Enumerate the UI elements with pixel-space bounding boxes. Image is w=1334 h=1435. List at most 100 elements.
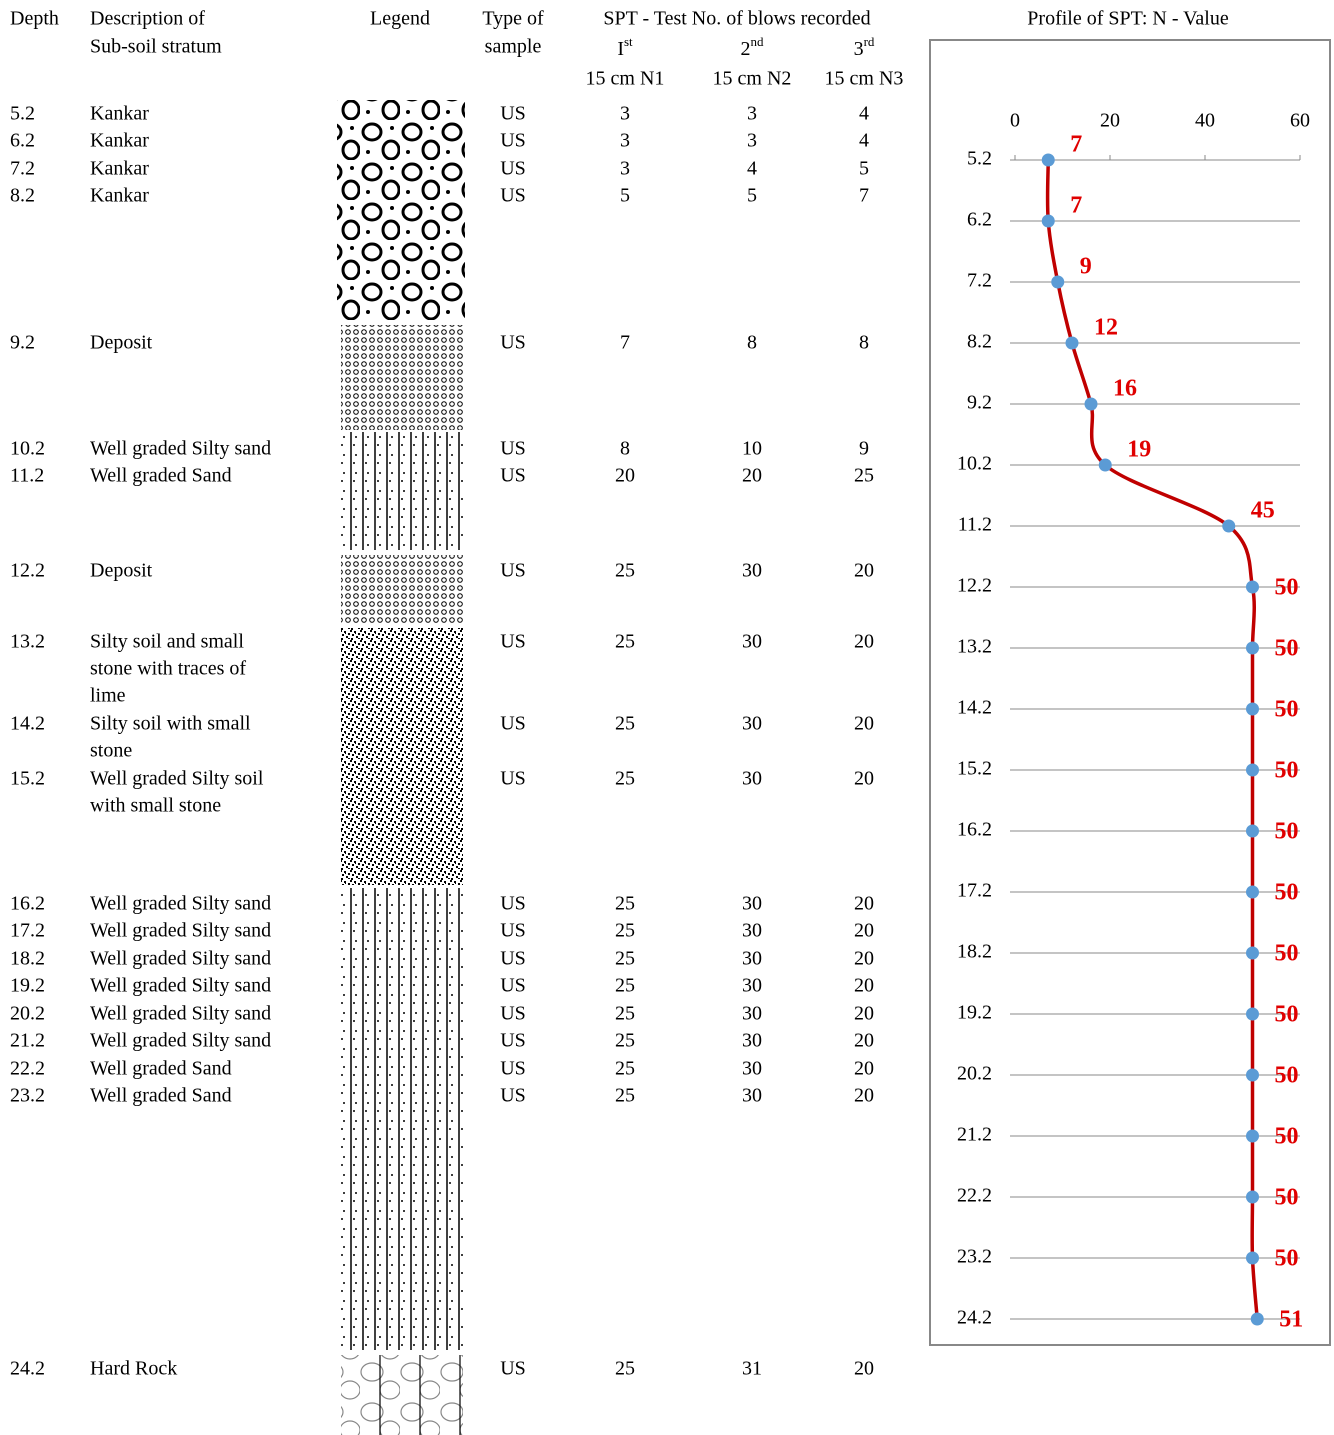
depth: 16.2 <box>10 893 45 915</box>
description: Silty soil and small <box>90 631 244 653</box>
description: Well graded Silty sand <box>90 1030 271 1052</box>
y-tick-label: 24.2 <box>957 1307 992 1329</box>
data-point <box>1246 1069 1259 1082</box>
blow-count: 4 <box>747 158 757 180</box>
description: Silty soil with small <box>90 713 251 735</box>
depth: 20.2 <box>10 1003 45 1025</box>
depth: 23.2 <box>10 1085 45 1107</box>
description: Well graded Silty sand <box>90 948 271 970</box>
blow-count: 25 <box>615 1358 635 1380</box>
data-label: 50 <box>1275 1124 1299 1150</box>
blow-count: 25 <box>615 768 635 790</box>
x-tick-label: 20 <box>1100 110 1120 132</box>
header-spt: SPT - Test No. of blows recorded <box>603 8 870 30</box>
blow-count: 20 <box>615 465 635 487</box>
depth: 17.2 <box>10 920 45 942</box>
data-point <box>1066 337 1079 350</box>
y-tick-label: 19.2 <box>957 1002 992 1024</box>
description: stone with traces of <box>90 658 246 680</box>
data-point <box>1246 1008 1259 1021</box>
y-tick-label: 10.2 <box>957 453 992 475</box>
header-ordinal: 3rd <box>854 34 875 60</box>
sample-type: US <box>500 332 526 354</box>
y-tick-label: 17.2 <box>957 880 992 902</box>
y-tick-label: 14.2 <box>957 697 992 719</box>
data-point <box>1051 276 1064 289</box>
sample-type: US <box>500 1358 526 1380</box>
header-sample: sample <box>485 36 542 58</box>
depth: 22.2 <box>10 1058 45 1080</box>
blow-count: 4 <box>859 130 869 152</box>
depth: 24.2 <box>10 1358 45 1380</box>
data-label: 50 <box>1275 697 1299 723</box>
data-point <box>1246 1252 1259 1265</box>
header-blow-label: 15 cm N1 <box>586 68 665 90</box>
legend-sand <box>341 432 463 550</box>
sample-type: US <box>500 948 526 970</box>
sample-type: US <box>500 713 526 735</box>
data-label: 50 <box>1275 1063 1299 1089</box>
blow-count: 5 <box>747 185 757 207</box>
chart-title: Profile of SPT: N - Value <box>1027 8 1229 30</box>
y-tick-label: 20.2 <box>957 1063 992 1085</box>
blow-count: 7 <box>859 185 869 207</box>
data-point <box>1251 1313 1264 1326</box>
description: Kankar <box>90 158 149 180</box>
y-tick-label: 16.2 <box>957 819 992 841</box>
depth: 12.2 <box>10 560 45 582</box>
y-tick-label: 12.2 <box>957 575 992 597</box>
depth: 14.2 <box>10 713 45 735</box>
blow-count: 3 <box>620 103 630 125</box>
data-point <box>1246 764 1259 777</box>
description: lime <box>90 685 126 707</box>
depth: 10.2 <box>10 438 45 460</box>
legend-deposit <box>341 555 463 625</box>
blow-count: 8 <box>859 332 869 354</box>
depth: 7.2 <box>10 158 35 180</box>
blow-count: 30 <box>742 893 762 915</box>
blow-count: 30 <box>742 948 762 970</box>
blow-count: 30 <box>742 1003 762 1025</box>
data-point <box>1042 154 1055 167</box>
depth: 18.2 <box>10 948 45 970</box>
description: Well graded Sand <box>90 1058 232 1080</box>
x-tick-label: 0 <box>1010 110 1020 132</box>
depth: 11.2 <box>10 465 44 487</box>
data-label: 7 <box>1070 132 1082 158</box>
blow-count: 25 <box>615 1058 635 1080</box>
description: Deposit <box>90 332 153 354</box>
depth: 9.2 <box>10 332 35 354</box>
header-description: Description of <box>90 8 205 30</box>
data-label: 50 <box>1275 575 1299 601</box>
description: with small stone <box>90 795 221 817</box>
blow-count: 25 <box>615 948 635 970</box>
blow-count: 3 <box>747 130 757 152</box>
description: stone <box>90 740 132 762</box>
blow-count: 20 <box>854 920 874 942</box>
blow-count: 3 <box>620 130 630 152</box>
blow-count: 30 <box>742 920 762 942</box>
depth: 6.2 <box>10 130 35 152</box>
description: Kankar <box>90 103 149 125</box>
blow-count: 3 <box>747 103 757 125</box>
blow-count: 20 <box>854 1085 874 1107</box>
blow-count: 8 <box>620 438 630 460</box>
x-tick-label: 60 <box>1290 110 1310 132</box>
y-tick-label: 15.2 <box>957 758 992 780</box>
blow-count: 25 <box>854 465 874 487</box>
sample-type: US <box>500 1030 526 1052</box>
blow-count: 30 <box>742 1085 762 1107</box>
sample-type: US <box>500 130 526 152</box>
sample-type: US <box>500 975 526 997</box>
depth: 13.2 <box>10 631 45 653</box>
data-point <box>1042 215 1055 228</box>
sample-type: US <box>500 631 526 653</box>
y-tick-label: 7.2 <box>967 270 992 292</box>
blow-count: 30 <box>742 768 762 790</box>
data-label: 50 <box>1275 1246 1299 1272</box>
sample-type: US <box>500 1003 526 1025</box>
blow-count: 5 <box>859 158 869 180</box>
data-label: 50 <box>1275 880 1299 906</box>
blow-count: 31 <box>742 1358 762 1380</box>
description: Well graded Silty sand <box>90 438 271 460</box>
